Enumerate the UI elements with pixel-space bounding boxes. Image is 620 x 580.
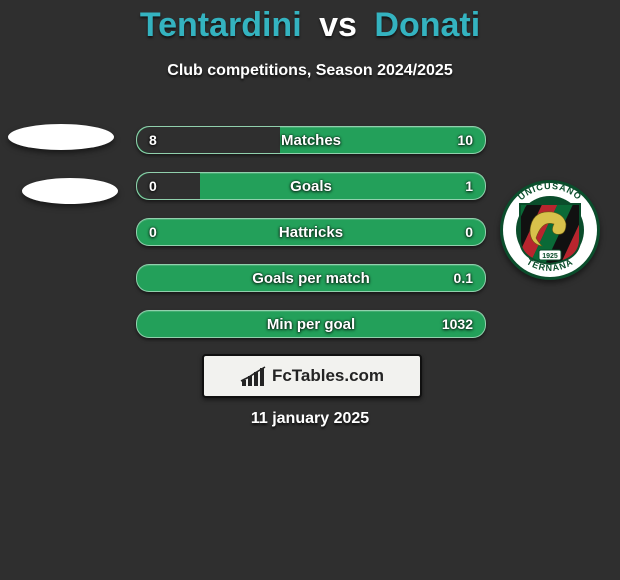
- bars-icon: [240, 366, 266, 386]
- left-avatar-2: [22, 178, 118, 204]
- stat-label: Goals per match: [137, 265, 485, 291]
- subtitle: Club competitions, Season 2024/2025: [0, 62, 620, 80]
- page-title: Tentardini vs Donati: [0, 6, 620, 45]
- player2-name: Donati: [374, 6, 480, 44]
- player1-name: Tentardini: [140, 6, 302, 44]
- stat-value-left: 8: [137, 127, 169, 153]
- stat-row: Matches8 10: [136, 126, 486, 154]
- snapshot-date: 11 january 2025: [0, 410, 620, 428]
- stat-value-left: 0: [137, 173, 169, 199]
- stat-label: Hattricks: [137, 219, 485, 245]
- stat-value-right: 0.1: [442, 265, 485, 291]
- source-label: FcTables.com: [272, 366, 384, 386]
- svg-text:1925: 1925: [542, 253, 558, 260]
- stat-row: Hattricks0 0: [136, 218, 486, 246]
- stat-row: Goals0 1: [136, 172, 486, 200]
- stat-row: Goals per match0.1: [136, 264, 486, 292]
- vs-word: vs: [319, 6, 357, 44]
- stat-value-right: 1032: [430, 311, 485, 337]
- stat-label: Matches: [137, 127, 485, 153]
- source-box: FcTables.com: [202, 354, 422, 398]
- stat-value-right: 0: [453, 219, 485, 245]
- stat-value-right: 10: [445, 127, 485, 153]
- stat-row: Min per goal1032: [136, 310, 486, 338]
- stat-value-left: [137, 311, 161, 337]
- comparison-canvas: Tentardini vs Donati Club competitions, …: [0, 0, 620, 580]
- stat-value-right: 1: [453, 173, 485, 199]
- stat-value-left: 0: [137, 219, 169, 245]
- club-badge: UNICUSANOTERNANA1925: [500, 180, 600, 280]
- left-avatar-1: [8, 124, 114, 150]
- stat-value-left: [137, 265, 161, 291]
- stat-label: Goals: [137, 173, 485, 199]
